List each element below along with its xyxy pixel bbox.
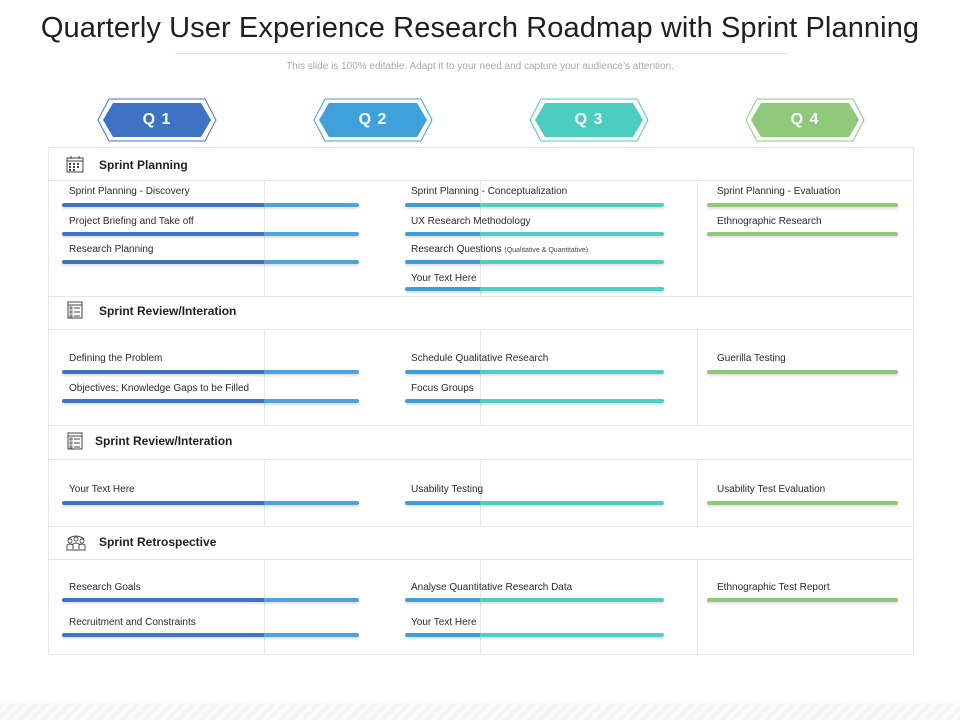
task-bar: [405, 633, 664, 637]
task-label: Your Text Here: [69, 484, 135, 495]
task-label: Guerilla Testing: [717, 353, 786, 364]
grid-line: [48, 180, 914, 181]
section-title: Sprint Planning: [99, 158, 188, 172]
task-label: UX Research Methodology: [411, 216, 531, 227]
task-label: Focus Groups: [411, 383, 474, 394]
grid-line: [264, 180, 265, 296]
task-bar: [62, 598, 359, 602]
grid-line: [480, 329, 481, 425]
section-title: Sprint Retrospective: [99, 535, 217, 549]
quarter-label: Q 4: [790, 111, 820, 128]
task-label: Schedule Qualitative Research: [411, 353, 549, 364]
hexagon-shape: [745, 98, 865, 142]
grid-line: [48, 296, 914, 297]
task-label: Your Text Here: [411, 273, 477, 284]
grid-line: [264, 559, 265, 655]
grid-line: [48, 329, 914, 330]
task-label: Analyse Quantitative Research Data: [411, 582, 573, 593]
quarter-label: Q 3: [574, 111, 604, 128]
quarter-badge-q4: Q 4: [745, 98, 865, 142]
task-label: Sprint Planning - Conceptualization: [411, 186, 568, 197]
grid-line: [480, 459, 481, 526]
quarter-badge-q1: Q 1: [97, 98, 217, 142]
grid-line: [697, 180, 698, 296]
task-label: Ethnographic Test Report: [717, 582, 830, 593]
hexagon-shape: [313, 98, 433, 142]
task-label: Research Goals: [69, 582, 141, 593]
task-bar: [405, 232, 664, 236]
decorative-footer-strip: [0, 703, 960, 720]
task-label: Sprint Planning - Discovery: [69, 186, 190, 197]
hexagon-shape: [97, 98, 217, 142]
task-bar: [405, 399, 664, 403]
task-label-note: (Qualitative & Quantitative): [504, 247, 589, 254]
task-label: Your Text Here: [411, 617, 477, 628]
quarter-label: Q 1: [142, 111, 172, 128]
task-bar: [62, 370, 359, 374]
task-bar: [62, 501, 359, 505]
task-bar: [707, 501, 898, 505]
grid-line: [697, 329, 698, 425]
calendar-icon: [66, 156, 84, 173]
task-label: Research Planning: [69, 244, 154, 255]
task-bar: [62, 232, 359, 236]
page-title: Quarterly User Experience Research Roadm…: [40, 12, 920, 44]
task-bar: [707, 598, 898, 602]
checklist-icon: [67, 432, 83, 450]
task-bar: [405, 501, 664, 505]
checklist-icon: [67, 301, 83, 319]
quarter-label: Q 2: [358, 111, 388, 128]
task-label-text: Research Questions: [411, 244, 502, 255]
hexagon-shape: [529, 98, 649, 142]
task-label: Recruitment and Constraints: [69, 617, 196, 628]
grid-line: [480, 180, 481, 296]
task-bar: [62, 633, 359, 637]
task-label: Usability Test Evaluation: [717, 484, 826, 495]
task-label: Ethnographic Research: [717, 216, 822, 227]
task-bar: [62, 203, 359, 207]
task-bar: [405, 287, 664, 291]
task-bar: [62, 399, 359, 403]
task-label: Usability Testing: [411, 484, 484, 495]
grid-line: [48, 459, 914, 460]
section-title: Sprint Review/Interation: [99, 304, 237, 318]
grid-line: [697, 559, 698, 655]
task-bar: [405, 370, 664, 374]
grid-line: [264, 459, 265, 526]
task-bar: [405, 260, 664, 264]
task-label: Defining the Problem: [69, 353, 163, 364]
roadmap-table: [48, 147, 914, 655]
section-title: Sprint Review/Interation: [95, 434, 233, 448]
task-bar: [405, 203, 664, 207]
grid-line: [480, 559, 481, 655]
grid-line: [48, 526, 914, 527]
task-label: Sprint Planning - Evaluation: [717, 186, 841, 197]
task-bar: [62, 260, 359, 264]
quarter-badge-q2: Q 2: [313, 98, 433, 142]
task-label: Objectives; Knowledge Gaps to be Filled: [69, 383, 250, 394]
page-subtitle: This slide is 100% editable. Adapt it to…: [286, 61, 674, 72]
title-divider: [175, 53, 787, 54]
task-bar: [707, 370, 898, 374]
task-bar: [707, 203, 898, 207]
task-label: Research Questions (Qualitative & Quanti…: [411, 244, 588, 255]
grid-line: [48, 425, 914, 426]
task-bar: [405, 598, 664, 602]
grid-line: [697, 459, 698, 526]
task-label: Project Briefing and Take off: [69, 216, 194, 227]
grid-line: [48, 559, 914, 560]
team-meeting-icon: [66, 535, 86, 551]
task-bar: [707, 232, 898, 236]
quarter-badge-q3: Q 3: [529, 98, 649, 142]
grid-line: [264, 329, 265, 425]
